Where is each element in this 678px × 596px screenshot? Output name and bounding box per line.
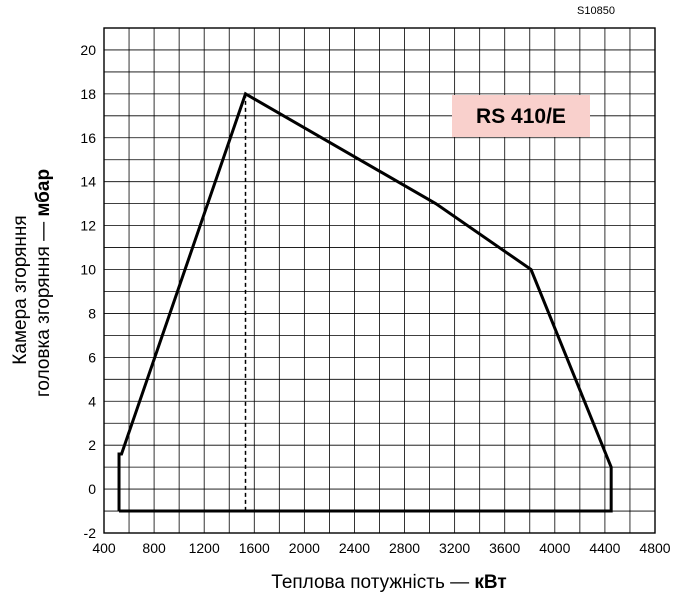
x-tick-label: 1600 bbox=[239, 540, 270, 556]
y-tick-label: 20 bbox=[80, 42, 96, 58]
x-axis-unit: кВт bbox=[474, 572, 506, 593]
y-axis-label-line2: головка згоряння — мбар bbox=[33, 169, 54, 397]
x-tick-label: 2800 bbox=[389, 540, 420, 556]
x-tick-label: 3600 bbox=[489, 540, 520, 556]
y-axis-label-line1: Камера згоряння bbox=[10, 215, 31, 364]
x-tick-label: 2000 bbox=[289, 540, 320, 556]
x-axis-label-text: Теплова потужність — bbox=[271, 572, 474, 593]
y-tick-labels: -2 0 2 4 6 8 10 12 14 16 18 20 bbox=[80, 42, 96, 541]
x-tick-label: 1200 bbox=[189, 540, 220, 556]
series-envelope-line bbox=[117, 91, 613, 513]
x-tick-label: 2400 bbox=[339, 540, 370, 556]
y-tick-label: 4 bbox=[88, 393, 96, 409]
x-tick-label: 4400 bbox=[589, 540, 620, 556]
y-tick-label: 10 bbox=[80, 262, 96, 278]
y-tick-label: 8 bbox=[88, 305, 96, 321]
y-tick-label: 16 bbox=[80, 130, 96, 146]
y-tick-label: 18 bbox=[80, 86, 96, 102]
y-tick-label: 2 bbox=[88, 437, 96, 453]
y-tick-label: 14 bbox=[80, 174, 96, 190]
model-badge-background bbox=[452, 95, 590, 137]
plot-frame bbox=[103, 27, 656, 534]
y-tick-label: 12 bbox=[80, 218, 96, 234]
x-tick-labels: 400 800 1200 1600 2000 2400 2800 3200 3600 4000 44… bbox=[92, 540, 670, 556]
x-tick-label: 800 bbox=[142, 540, 166, 556]
x-tick-label: 400 bbox=[92, 540, 116, 556]
series-group bbox=[117, 91, 613, 513]
x-axis-label: Теплова потужність — кВт bbox=[271, 572, 506, 593]
model-badge: RS 410/E bbox=[452, 95, 590, 137]
y-axis-unit: мбар bbox=[33, 169, 54, 217]
x-tick-label: 4800 bbox=[639, 540, 670, 556]
y-tick-label: 0 bbox=[88, 481, 96, 497]
figure-code: S10850 bbox=[577, 5, 615, 17]
x-tick-label: 3200 bbox=[439, 540, 470, 556]
y-axis-label-line2-text: головка згоряння — bbox=[33, 217, 54, 397]
y-tick-label: -2 bbox=[84, 525, 97, 541]
y-tick-label: 6 bbox=[88, 349, 96, 365]
model-badge-label: RS 410/E bbox=[476, 105, 566, 128]
x-tick-label: 4000 bbox=[539, 540, 570, 556]
